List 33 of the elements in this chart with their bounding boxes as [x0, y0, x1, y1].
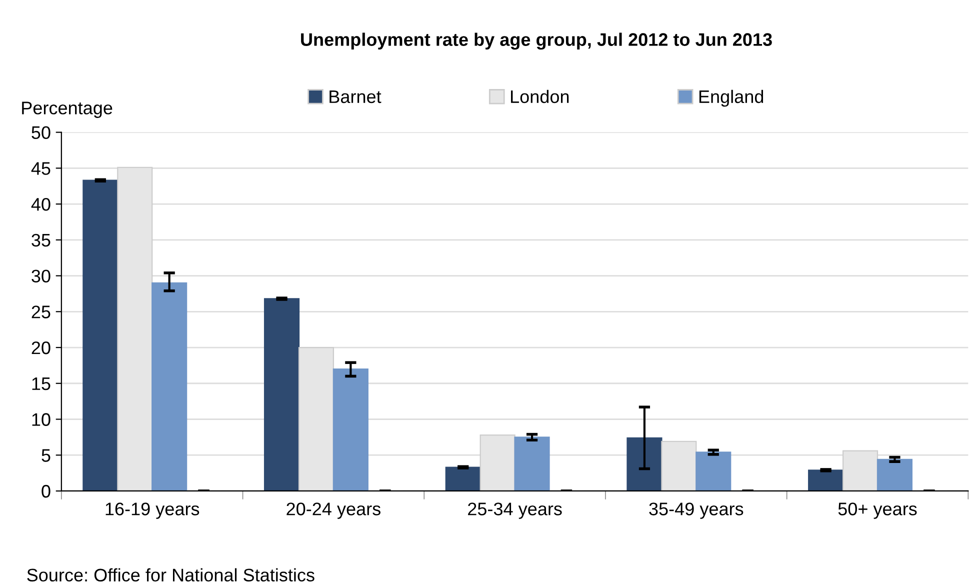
x-tick-label: 16-19 years: [106, 502, 200, 519]
bar: [152, 282, 188, 491]
y-tick-label: 40: [31, 198, 50, 211]
chart-title: Unemployment rate by age group, Jul 2012 to Jun 2013: [301, 32, 772, 50]
bar: [332, 368, 368, 491]
legend-label: London: [511, 90, 569, 104]
y-tick-label: 45: [31, 162, 50, 175]
y-tick-label: 35: [32, 234, 50, 247]
y-tick-label: 30: [32, 270, 50, 282]
y-tick-label: 20: [32, 341, 50, 354]
bar: [808, 470, 844, 491]
bar: [264, 298, 300, 491]
y-axis-title: Percentage: [22, 102, 112, 118]
source-note: Source: Office for National Statistics: [27, 568, 314, 582]
x-tick-label: 50+ years: [838, 502, 917, 519]
bar: [876, 458, 913, 491]
bar: [626, 437, 662, 491]
bar: [696, 452, 732, 491]
y-tick-label: 5: [42, 449, 50, 462]
bar: [661, 440, 697, 491]
bar: [82, 180, 118, 491]
legend-label: Barnet: [330, 90, 382, 104]
y-tick-label: 15: [32, 377, 50, 390]
legend-label: England: [699, 90, 764, 107]
x-tick-label: 35-49 years: [649, 502, 744, 519]
x-tick-label: 25-34 years: [468, 502, 562, 519]
y-tick-label: 10: [32, 413, 50, 426]
bar: [514, 436, 550, 491]
x-tick-label: 20-24 years: [286, 502, 380, 519]
y-tick-label: 0: [42, 484, 50, 498]
y-tick-label: 50: [32, 126, 50, 140]
bar: [445, 466, 481, 491]
y-tick-label: 25: [32, 306, 50, 318]
